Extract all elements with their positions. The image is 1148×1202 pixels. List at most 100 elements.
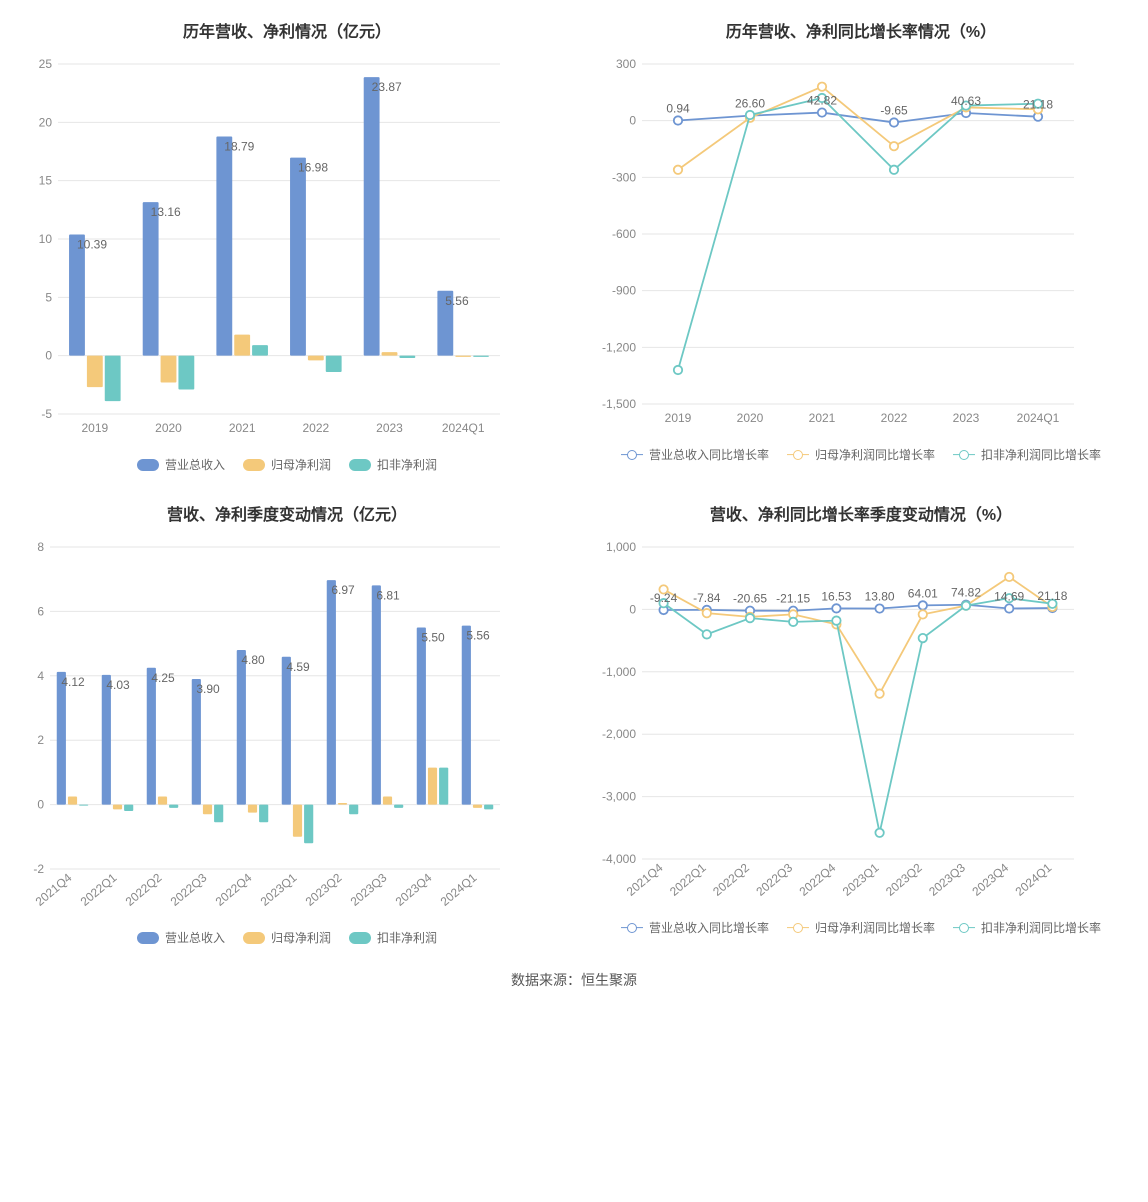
svg-text:-2: -2 <box>33 862 44 876</box>
svg-text:2024Q1: 2024Q1 <box>442 421 485 435</box>
svg-text:14.69: 14.69 <box>994 589 1024 603</box>
svg-text:16.53: 16.53 <box>821 589 851 603</box>
svg-text:0: 0 <box>629 602 636 616</box>
svg-text:2022Q2: 2022Q2 <box>710 860 752 898</box>
legend-swatch-bar <box>137 932 159 944</box>
chart4-legend: 营业总收入同比增长率 归母净利润同比增长率 扣非净利润同比增长率 <box>584 919 1138 936</box>
chart2-title: 历年营收、净利同比增长率情况（%） <box>584 18 1138 42</box>
legend-swatch-bar <box>137 459 159 471</box>
svg-text:2022: 2022 <box>302 421 329 435</box>
legend-label: 扣非净利润 <box>377 929 437 946</box>
svg-text:-9.65: -9.65 <box>880 103 908 117</box>
svg-text:5.50: 5.50 <box>421 631 445 645</box>
svg-text:23.87: 23.87 <box>372 80 402 94</box>
svg-text:25: 25 <box>39 57 53 71</box>
svg-text:2022Q4: 2022Q4 <box>797 860 839 898</box>
legend-item: 扣非净利润同比增长率 <box>953 446 1101 463</box>
svg-text:5.56: 5.56 <box>445 294 469 308</box>
legend-item: 营业总收入同比增长率 <box>621 919 769 936</box>
legend-item: 扣非净利润 <box>349 456 437 473</box>
legend-label: 扣非净利润同比增长率 <box>981 919 1101 936</box>
legend-swatch-line <box>787 922 809 934</box>
svg-text:13.80: 13.80 <box>865 590 895 604</box>
svg-text:-5: -5 <box>41 407 52 421</box>
svg-text:-7.84: -7.84 <box>693 591 721 605</box>
chart2-svg: -1,500-1,200-900-600-30003000.9426.6042.… <box>584 54 1084 434</box>
svg-text:2024Q1: 2024Q1 <box>1013 860 1055 898</box>
svg-text:40.63: 40.63 <box>951 94 981 108</box>
svg-text:2023Q3: 2023Q3 <box>926 860 968 898</box>
legend-swatch-line <box>953 449 975 461</box>
svg-text:-900: -900 <box>612 284 636 298</box>
svg-text:6: 6 <box>37 604 44 618</box>
svg-text:2021: 2021 <box>229 421 256 435</box>
svg-text:5.56: 5.56 <box>466 629 490 643</box>
legend-label: 归母净利润同比增长率 <box>815 919 935 936</box>
svg-text:21.18: 21.18 <box>1023 98 1053 112</box>
svg-text:-1,000: -1,000 <box>602 665 636 679</box>
svg-text:2020: 2020 <box>737 411 764 425</box>
svg-text:2019: 2019 <box>665 411 692 425</box>
legend-swatch-bar <box>349 459 371 471</box>
svg-text:2020: 2020 <box>155 421 182 435</box>
legend-item: 营业总收入 <box>137 456 225 473</box>
legend-swatch-bar <box>243 932 265 944</box>
chart3-title: 营收、净利季度变动情况（亿元） <box>10 501 564 525</box>
chart1-title: 历年营收、净利情况（亿元） <box>10 18 564 42</box>
svg-text:15: 15 <box>39 174 53 188</box>
legend-swatch-line <box>621 449 643 461</box>
chart3-legend: 营业总收入归母净利润扣非净利润 <box>10 929 564 946</box>
svg-text:5: 5 <box>45 290 52 304</box>
svg-text:4.12: 4.12 <box>61 675 85 689</box>
chart1-legend: 营业总收入 归母净利润 扣非净利润 <box>10 456 564 473</box>
svg-text:10: 10 <box>39 232 53 246</box>
panel-annual-revenue: 历年营收、净利情况（亿元） -5051015202510.3913.1618.7… <box>10 10 564 473</box>
svg-text:18.79: 18.79 <box>224 139 254 153</box>
legend-swatch-line <box>953 922 975 934</box>
svg-text:2023Q1: 2023Q1 <box>258 870 300 908</box>
svg-text:4.59: 4.59 <box>286 660 310 674</box>
svg-text:2023Q2: 2023Q2 <box>303 870 345 908</box>
svg-text:0: 0 <box>45 349 52 363</box>
svg-text:8: 8 <box>37 540 44 554</box>
svg-text:-600: -600 <box>612 227 636 241</box>
legend-item: 营业总收入 <box>137 929 225 946</box>
legend-label: 营业总收入同比增长率 <box>649 446 769 463</box>
chart1-svg: -5051015202510.3913.1618.7916.9823.875.5… <box>10 54 510 444</box>
svg-text:2: 2 <box>37 733 44 747</box>
svg-text:2023Q4: 2023Q4 <box>393 870 435 908</box>
svg-text:-300: -300 <box>612 170 636 184</box>
svg-text:-1,500: -1,500 <box>602 397 636 411</box>
svg-text:2022Q2: 2022Q2 <box>123 870 165 908</box>
panel-quarter-revenue: 营收、净利季度变动情况（亿元） -2024684.124.034.253.904… <box>10 493 564 946</box>
svg-text:2024Q1: 2024Q1 <box>438 870 480 908</box>
svg-text:300: 300 <box>616 57 636 71</box>
svg-text:2023Q2: 2023Q2 <box>883 860 925 898</box>
legend-label: 归母净利润 <box>271 456 331 473</box>
svg-text:-3,000: -3,000 <box>602 790 636 804</box>
svg-text:2023Q4: 2023Q4 <box>969 860 1011 898</box>
svg-text:4: 4 <box>37 669 44 683</box>
svg-text:-20.65: -20.65 <box>733 592 767 606</box>
svg-text:16.98: 16.98 <box>298 161 328 175</box>
legend-label: 营业总收入 <box>165 929 225 946</box>
svg-text:21.18: 21.18 <box>1037 589 1067 603</box>
legend-item: 扣非净利润同比增长率 <box>953 919 1101 936</box>
svg-text:-1,200: -1,200 <box>602 340 636 354</box>
svg-text:3.90: 3.90 <box>196 682 220 696</box>
legend-item: 归母净利润 <box>243 456 331 473</box>
legend-item: 扣非净利润 <box>349 929 437 946</box>
svg-text:42.82: 42.82 <box>807 94 837 108</box>
svg-text:2021: 2021 <box>809 411 836 425</box>
svg-text:20: 20 <box>39 115 53 129</box>
svg-text:6.97: 6.97 <box>331 583 355 597</box>
svg-text:2022Q1: 2022Q1 <box>667 860 709 898</box>
legend-label: 归母净利润同比增长率 <box>815 446 935 463</box>
legend-label: 营业总收入 <box>165 456 225 473</box>
chart2-legend: 营业总收入同比增长率 归母净利润同比增长率 扣非净利润同比增长率 <box>584 446 1138 463</box>
legend-item: 归母净利润同比增长率 <box>787 919 935 936</box>
legend-label: 扣非净利润 <box>377 456 437 473</box>
legend-label: 扣非净利润同比增长率 <box>981 446 1101 463</box>
svg-text:-21.15: -21.15 <box>776 592 810 606</box>
legend-item: 营业总收入同比增长率 <box>621 446 769 463</box>
